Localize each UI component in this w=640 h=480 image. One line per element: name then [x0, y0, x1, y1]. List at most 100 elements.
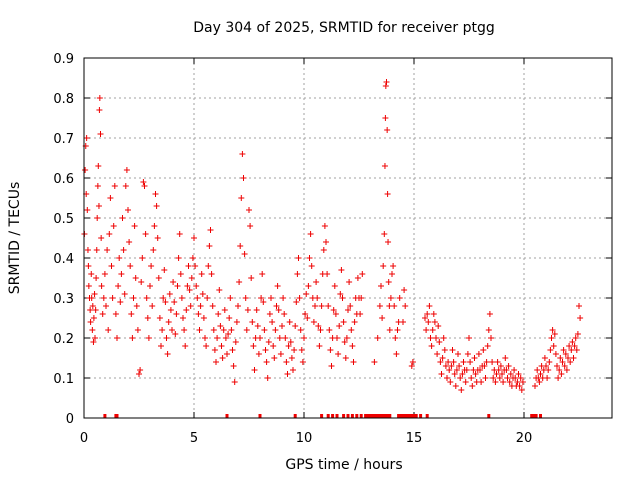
data-point: [342, 355, 349, 361]
data-point: [431, 319, 438, 325]
data-point: [332, 311, 339, 317]
data-point: [246, 207, 252, 213]
data-point: [88, 295, 95, 301]
data-point: [339, 295, 346, 301]
data-point: [123, 167, 130, 173]
data-point: [456, 363, 463, 369]
data-point: [381, 163, 388, 169]
data-point-zero: [414, 414, 418, 418]
data-point: [147, 283, 153, 289]
data-point: [87, 307, 94, 313]
data-point-zero: [405, 414, 409, 418]
data-point: [544, 375, 551, 381]
data-point: [295, 255, 302, 261]
data-point: [562, 351, 569, 357]
data-point: [477, 367, 483, 373]
data-point: [512, 375, 519, 381]
y-tick-label: 0.7: [53, 132, 74, 147]
data-point: [251, 367, 258, 373]
data-point: [178, 295, 185, 301]
data-point-zero: [115, 414, 119, 418]
y-axis-label: SRMTID / TECUs: [7, 182, 23, 295]
data-point: [162, 299, 169, 305]
data-point: [401, 287, 408, 293]
data-point: [127, 263, 134, 269]
data-point: [238, 195, 245, 201]
data-point: [225, 331, 232, 337]
data-point: [408, 363, 415, 369]
data-point: [485, 327, 492, 333]
data-point: [205, 263, 212, 269]
data-point: [90, 339, 97, 345]
data-point: [125, 207, 131, 213]
data-point: [220, 327, 227, 333]
data-point: [336, 323, 343, 329]
data-point: [292, 323, 299, 329]
data-point: [92, 335, 98, 341]
data-point: [340, 319, 347, 325]
data-point: [472, 371, 479, 377]
data-point: [488, 335, 494, 341]
data-point: [313, 279, 320, 285]
data-point: [343, 335, 350, 341]
data-point: [480, 347, 487, 353]
data-point: [261, 327, 268, 333]
data-point: [95, 203, 102, 209]
data-point: [382, 115, 389, 121]
data-point: [376, 303, 383, 309]
data-point: [486, 311, 493, 317]
data-point: [277, 351, 284, 357]
data-point: [110, 223, 117, 229]
data-point: [122, 183, 129, 189]
data-point: [142, 231, 149, 237]
data-point: [276, 335, 283, 341]
data-point-zero: [326, 414, 330, 418]
data-point: [460, 359, 467, 365]
data-point: [107, 195, 114, 201]
data-point: [93, 247, 100, 253]
data-point-zero: [372, 414, 376, 418]
data-point: [273, 303, 280, 309]
data-point: [281, 311, 288, 317]
data-point: [483, 359, 490, 365]
data-point: [241, 251, 248, 257]
data-point: [518, 387, 525, 393]
data-point: [169, 327, 175, 333]
data-point: [235, 303, 241, 309]
data-point: [156, 315, 163, 321]
data-point: [394, 327, 401, 333]
data-point: [193, 283, 200, 289]
data-point: [505, 363, 512, 369]
data-point: [452, 383, 459, 389]
data-point: [145, 335, 152, 341]
data-point: [270, 343, 277, 349]
data-point: [285, 343, 292, 349]
axis-ticks: 0 0.1 0.2 0.3 0.4 0.5 0.6 0.7 0.8 0.9 0 5 10 15 20: [53, 52, 612, 446]
data-point: [279, 323, 285, 329]
data-point: [99, 311, 106, 317]
data-point: [445, 359, 452, 365]
data-point: [572, 335, 579, 341]
data-point-zero: [539, 414, 542, 418]
data-point: [318, 303, 325, 309]
data-point: [396, 295, 403, 301]
data-point: [556, 367, 563, 373]
data-point: [164, 351, 171, 357]
data-point: [172, 331, 179, 337]
data-point: [469, 383, 476, 389]
data-point-zero: [532, 414, 536, 418]
data-point: [567, 359, 574, 365]
data-point: [558, 371, 565, 377]
data-point: [137, 367, 144, 373]
data-point: [351, 319, 358, 325]
data-point: [516, 383, 523, 389]
data-point: [247, 223, 254, 229]
data-point: [331, 283, 338, 289]
data-point: [243, 327, 250, 333]
data-point: [228, 327, 235, 333]
data-point: [119, 215, 126, 221]
data-point: [507, 371, 514, 377]
data-point: [175, 255, 182, 261]
data-point: [316, 343, 323, 349]
data-point: [321, 223, 328, 229]
